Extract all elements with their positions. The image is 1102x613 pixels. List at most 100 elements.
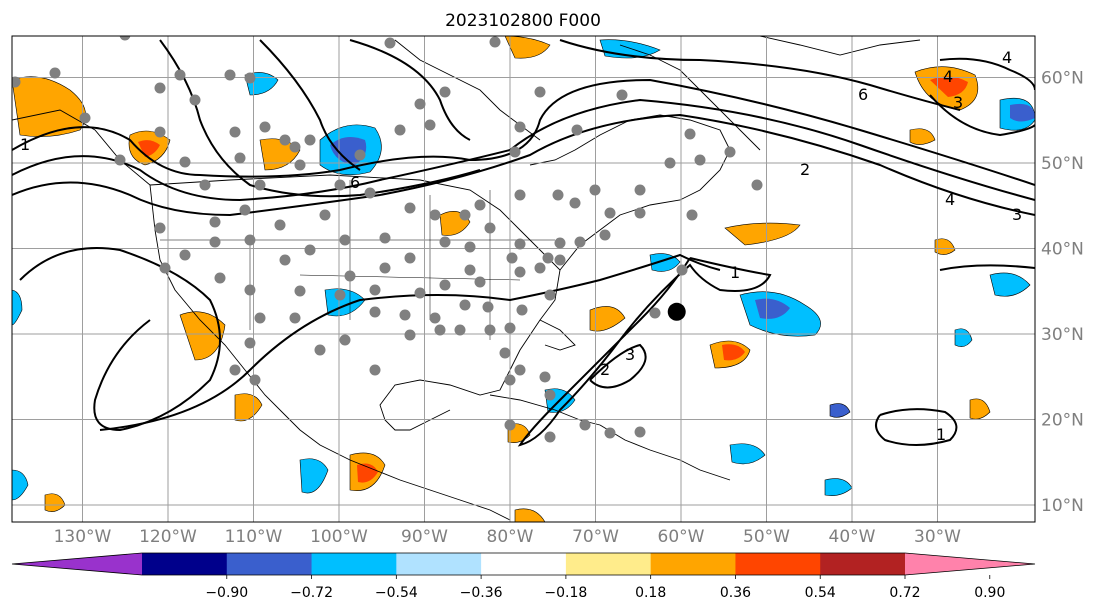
- station-dot: [259, 121, 271, 133]
- station-dot: [274, 219, 286, 231]
- station-dot: [79, 112, 91, 124]
- colorbar: −0.90 −0.72 −0.54 −0.36 −0.18 0.18 0.36 0.54 0.7…: [11, 552, 1036, 601]
- longitude-label: 120°W: [139, 527, 197, 547]
- contour-line: [12, 98, 1035, 202]
- station-dot: [439, 279, 451, 291]
- station-dot: [414, 287, 426, 299]
- station-dot: [544, 389, 556, 401]
- station-dot: [354, 149, 366, 161]
- colorbar-segment: [142, 553, 228, 575]
- station-dot: [319, 209, 331, 221]
- station-dot: [289, 141, 301, 153]
- station-dot: [589, 184, 601, 196]
- coastline-path: [599, 424, 731, 481]
- coastline-path: [149, 174, 561, 431]
- colorbar-tick-label: 0.54: [805, 585, 836, 601]
- station-dot: [434, 324, 446, 336]
- station-dot: [534, 86, 546, 98]
- station-dot: [404, 329, 416, 341]
- station-dot: [514, 189, 526, 201]
- station-dot: [404, 202, 416, 214]
- station-dot: [552, 189, 564, 201]
- anomaly-patch: [829, 403, 851, 418]
- colorbar-outline: [11, 552, 1036, 576]
- station-dot: [339, 234, 351, 246]
- station-dots: [12, 36, 763, 443]
- station-dot: [534, 262, 546, 274]
- station-dot: [209, 236, 221, 248]
- station-dot: [514, 238, 526, 250]
- station-dot: [214, 272, 226, 284]
- station-dot: [154, 126, 166, 138]
- colorbar-tick-label: 0.72: [889, 585, 920, 601]
- station-dot: [369, 364, 381, 376]
- contour-line: [875, 408, 958, 446]
- contour-line: [939, 264, 1035, 271]
- station-dot: [344, 270, 356, 282]
- station-dot: [174, 69, 186, 81]
- station-dot: [664, 157, 676, 169]
- anomaly-patch: [934, 238, 956, 255]
- station-dot: [694, 154, 706, 166]
- anomaly-patch: [909, 128, 936, 145]
- station-dot: [429, 209, 441, 221]
- station-dot: [459, 209, 471, 221]
- station-dot: [489, 36, 501, 48]
- longitude-label: 90°W: [401, 527, 448, 547]
- station-dot: [539, 371, 551, 383]
- station-dot: [464, 264, 476, 276]
- colorbar-tick-label: −0.54: [375, 585, 418, 601]
- longitude-label: 130°W: [54, 527, 112, 547]
- contour-line: [99, 253, 721, 431]
- anomaly-patch: [234, 393, 263, 422]
- station-dot: [12, 76, 21, 88]
- station-dot: [244, 337, 256, 349]
- colorbar-segment: [226, 553, 313, 575]
- station-dot: [254, 179, 266, 191]
- map-panel: 1 6 2 4 3 4 6 3 4 1 2 3 1: [12, 36, 1035, 522]
- contour-label: 3: [1012, 205, 1022, 224]
- latitude-label: 60°N: [1041, 69, 1084, 89]
- anomaly-patch: [954, 328, 973, 347]
- station-dot: [289, 312, 301, 324]
- station-dot: [514, 121, 526, 133]
- station-dot: [339, 334, 351, 346]
- contour-label: 1: [936, 425, 946, 444]
- station-dot: [579, 419, 591, 431]
- station-dot: [751, 179, 763, 191]
- longitude-labels: 130°W 120°W 110°W 100°W 90°W 80°W 70°W 60°W 50°W…: [54, 527, 962, 547]
- station-dot: [676, 264, 688, 276]
- longitude-label: 100°W: [310, 527, 368, 547]
- contour-label: 2: [800, 160, 810, 179]
- station-dot: [239, 204, 251, 216]
- station-dot: [516, 304, 528, 316]
- anomaly-patch: [504, 36, 551, 59]
- colorbar-extend-high: [905, 553, 1035, 575]
- station-dot: [379, 232, 391, 244]
- station-dot: [49, 67, 61, 79]
- graticule: [12, 36, 1035, 522]
- anomaly-patch: [755, 298, 790, 319]
- longitude-label: 80°W: [487, 527, 534, 547]
- anomaly-patch: [969, 398, 991, 420]
- longitude-label: 50°W: [743, 527, 790, 547]
- station-dot: [114, 154, 126, 166]
- colorbar-segment: [650, 553, 736, 575]
- station-dot: [179, 249, 191, 261]
- contour-label: 4: [1002, 48, 1012, 67]
- station-dot: [314, 344, 326, 356]
- station-dot: [504, 419, 516, 431]
- station-dot: [474, 199, 486, 211]
- station-dot: [499, 347, 511, 359]
- station-dot: [484, 222, 496, 234]
- station-dot: [229, 364, 241, 376]
- contour-line: [589, 343, 647, 389]
- contour-line: [517, 257, 772, 447]
- anomaly-patch: [1010, 103, 1035, 122]
- station-dot: [399, 309, 411, 321]
- contour-label: 1: [20, 135, 30, 154]
- latitude-labels: 60°N 50°N 40°N 30°N 20°N 10°N: [1041, 69, 1084, 517]
- anomaly-patch: [12, 469, 29, 501]
- station-dot: [514, 266, 526, 278]
